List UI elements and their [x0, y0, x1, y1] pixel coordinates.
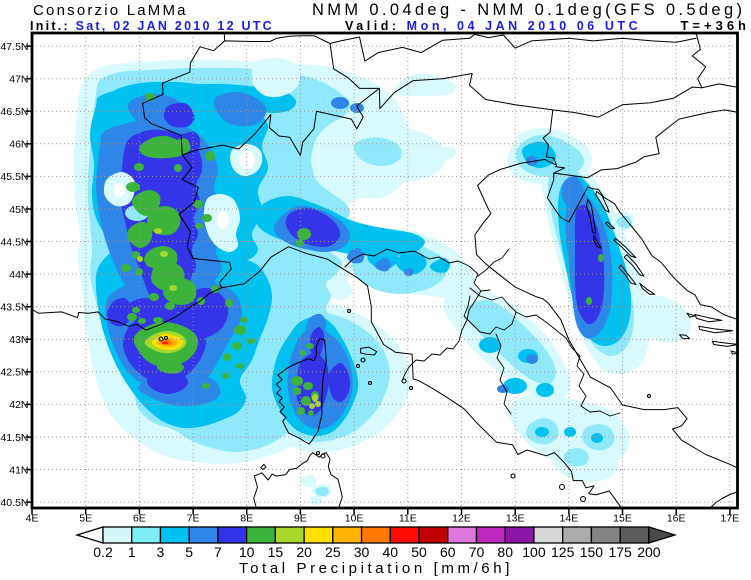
- svg-text:10E: 10E: [345, 513, 364, 525]
- svg-text:44.5N: 44.5N: [0, 236, 28, 248]
- svg-text:Total Precipitation [mm/6h]: Total Precipitation [mm/6h]: [239, 560, 513, 577]
- svg-text:14E: 14E: [560, 513, 579, 525]
- svg-text:NMM 0.04deg - NMM 0.1deg(GFS 0: NMM 0.04deg - NMM 0.1deg(GFS 0.5deg): [312, 1, 745, 19]
- svg-text:41.5N: 41.5N: [0, 432, 28, 444]
- svg-text:30: 30: [354, 544, 370, 560]
- svg-text:1: 1: [128, 544, 136, 560]
- svg-text:3: 3: [157, 544, 165, 560]
- svg-text:13E: 13E: [506, 513, 525, 525]
- svg-text:47.5N: 47.5N: [0, 41, 28, 53]
- svg-text:42.5N: 42.5N: [0, 367, 28, 379]
- svg-text:45N: 45N: [9, 204, 28, 216]
- svg-text:44N: 44N: [9, 269, 28, 281]
- svg-text:100: 100: [522, 544, 546, 560]
- svg-text:7: 7: [214, 544, 222, 560]
- svg-text:7E: 7E: [187, 513, 200, 525]
- svg-text:47N: 47N: [9, 74, 28, 86]
- svg-text:50: 50: [411, 544, 427, 560]
- svg-text:11E: 11E: [399, 513, 417, 525]
- svg-text:5: 5: [185, 544, 193, 560]
- svg-text:40.5N: 40.5N: [0, 497, 28, 509]
- svg-text:60: 60: [440, 544, 456, 560]
- svg-text:43.5N: 43.5N: [0, 302, 28, 314]
- svg-text:46.5N: 46.5N: [0, 106, 28, 118]
- svg-text:150: 150: [580, 544, 604, 560]
- svg-text:15: 15: [268, 544, 284, 560]
- svg-text:8E: 8E: [240, 513, 253, 525]
- svg-text:70: 70: [469, 544, 485, 560]
- svg-text:80: 80: [497, 544, 513, 560]
- svg-text:25: 25: [325, 544, 341, 560]
- svg-text:16E: 16E: [667, 513, 686, 525]
- svg-text:175: 175: [608, 544, 632, 560]
- svg-text:9E: 9E: [294, 513, 307, 525]
- svg-text:Init.: Sat, 02 JAN 2010 12 U: Init.: Sat, 02 JAN 2010 12 UTC: [30, 19, 274, 33]
- svg-text:5E: 5E: [79, 513, 92, 525]
- svg-text:0.2: 0.2: [93, 544, 113, 560]
- svg-text:17E: 17E: [721, 513, 740, 525]
- svg-text:45.5N: 45.5N: [0, 171, 28, 183]
- svg-text:4E: 4E: [26, 513, 39, 525]
- svg-text:46N: 46N: [9, 139, 28, 151]
- svg-text:42N: 42N: [9, 399, 28, 411]
- svg-text:40: 40: [383, 544, 399, 560]
- svg-text:Consorzio LaMMa: Consorzio LaMMa: [33, 2, 188, 19]
- svg-text:T=+36h: T=+36h: [680, 18, 750, 33]
- svg-text:12E: 12E: [452, 513, 471, 525]
- svg-text:15E: 15E: [613, 513, 632, 525]
- svg-text:125: 125: [551, 544, 575, 560]
- svg-text:43N: 43N: [9, 334, 28, 346]
- svg-text:6E: 6E: [133, 513, 146, 525]
- svg-text:200: 200: [637, 544, 661, 560]
- svg-text:Valid: Mon, 04 JAN 2010 06 U: Valid: Mon, 04 JAN 2010 06 UTC: [345, 19, 641, 33]
- svg-text:41N: 41N: [9, 464, 28, 476]
- svg-text:20: 20: [296, 544, 312, 560]
- svg-text:10: 10: [239, 544, 255, 560]
